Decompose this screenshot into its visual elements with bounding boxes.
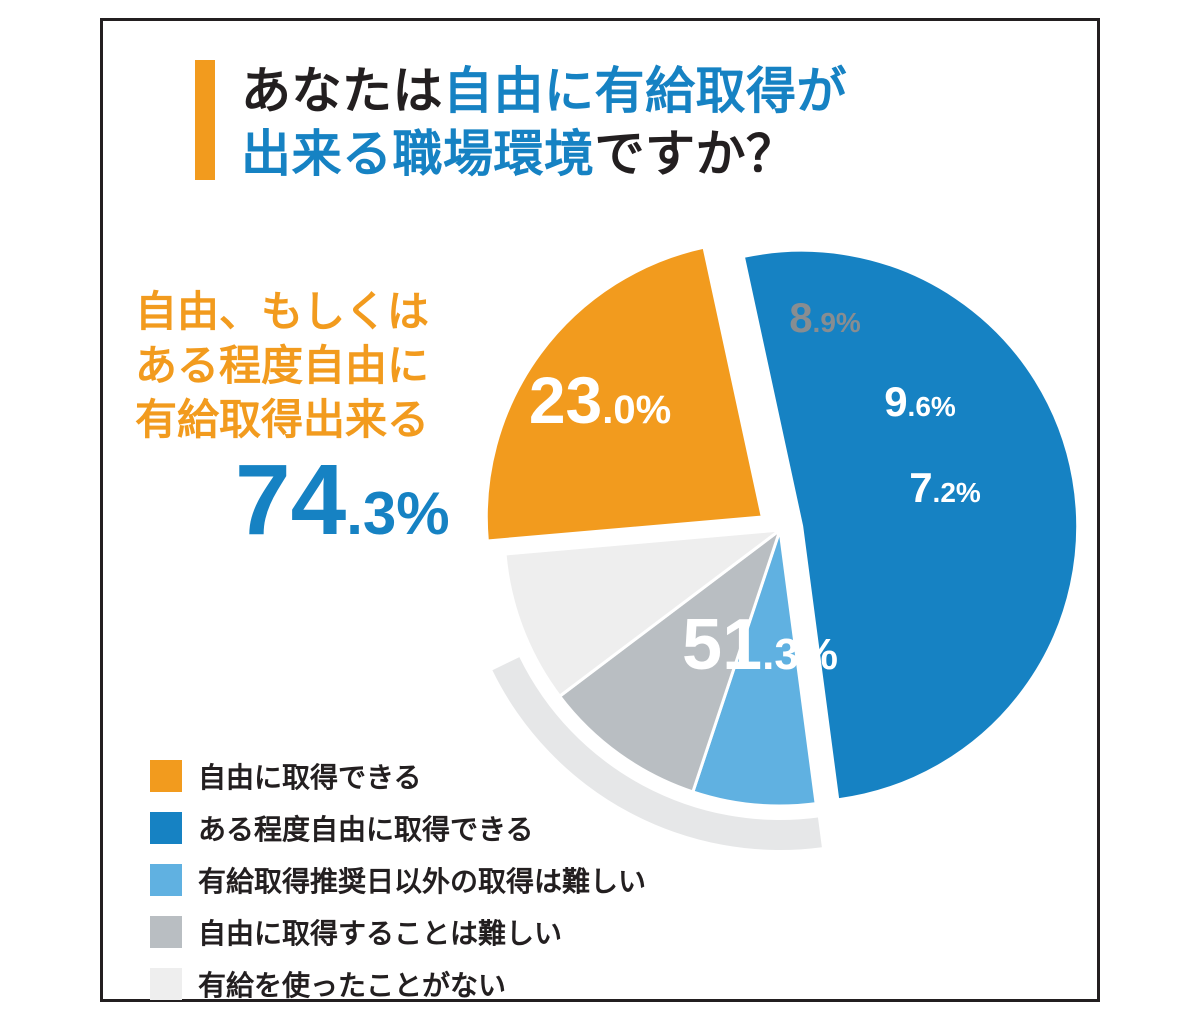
legend-swatch	[150, 916, 182, 948]
legend-item: 有給取得推奨日以外の取得は難しい	[150, 860, 646, 900]
summary-percentage: 74.3%	[135, 450, 450, 550]
title-segment: 自由に有給取得が	[443, 63, 847, 119]
legend: 自由に取得できるある程度自由に取得できる有給取得推奨日以外の取得は難しい自由に取…	[150, 756, 646, 1016]
legend-swatch	[150, 968, 182, 1000]
legend-label: 有給を使ったことがない	[198, 964, 506, 1004]
legend-label: ある程度自由に取得できる	[198, 808, 533, 848]
pie-slice-label: 7.2%	[909, 467, 981, 509]
legend-item: 自由に取得できる	[150, 756, 646, 796]
title-accent-bar	[195, 60, 215, 180]
pie-slice-label: 8.9%	[789, 297, 861, 339]
summary-text: 自由、もしくはある程度自由に有給取得出来る	[135, 285, 450, 446]
legend-swatch	[150, 864, 182, 896]
pie-slice-label: 51.3%	[682, 609, 838, 681]
legend-label: 自由に取得できる	[198, 756, 421, 796]
pie-slice-label: 23.0%	[529, 367, 671, 433]
pie-slice-label: 9.6%	[884, 381, 956, 423]
legend-swatch	[150, 760, 182, 792]
title-text: あなたは自由に有給取得が出来る職場環境ですか？	[241, 60, 847, 185]
legend-swatch	[150, 812, 182, 844]
title-segment: ですか？	[595, 126, 797, 182]
legend-item: ある程度自由に取得できる	[150, 808, 646, 848]
legend-item: 有給を使ったことがない	[150, 964, 646, 1004]
chart-title: あなたは自由に有給取得が出来る職場環境ですか？	[195, 60, 847, 185]
legend-item: 自由に取得することは難しい	[150, 912, 646, 952]
title-segment: 出来る職場環境	[241, 126, 595, 182]
title-segment: あなたは	[241, 63, 443, 119]
infographic-canvas: あなたは自由に有給取得が出来る職場環境ですか？ 自由、もしくはある程度自由に有給取…	[0, 0, 1200, 1020]
legend-label: 有給取得推奨日以外の取得は難しい	[198, 860, 646, 900]
legend-label: 自由に取得することは難しい	[198, 912, 562, 952]
summary-block: 自由、もしくはある程度自由に有給取得出来る74.3%	[135, 285, 450, 550]
